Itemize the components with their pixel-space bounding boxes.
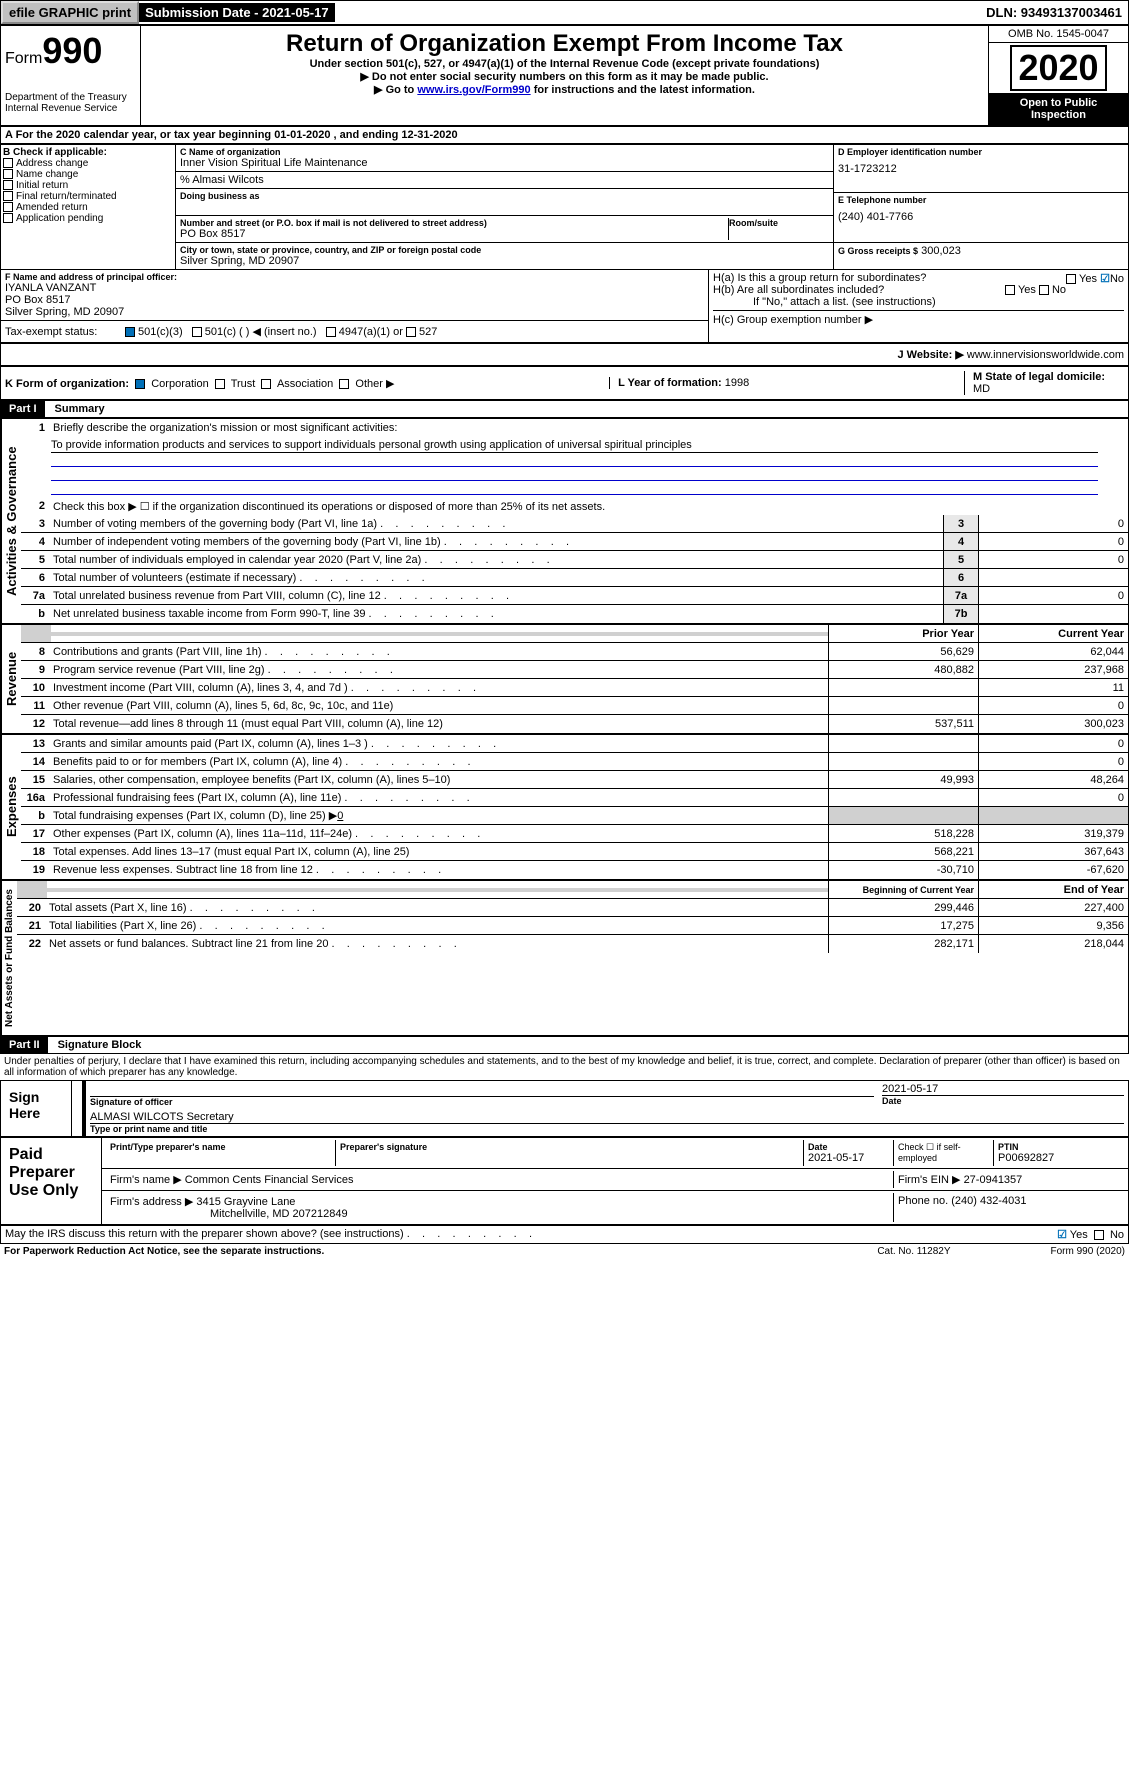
501c3-checkbox[interactable] (125, 327, 135, 337)
top-bar: efile GRAPHIC print Submission Date - 20… (0, 0, 1129, 25)
signature-declaration: Under penalties of perjury, I declare th… (0, 1054, 1129, 1080)
h-b-note: If "No," attach a list. (see instruction… (713, 296, 1124, 308)
discuss-row: May the IRS discuss this return with the… (0, 1225, 1129, 1244)
city-value: Silver Spring, MD 20907 (180, 255, 829, 267)
section-fh: F Name and address of principal officer:… (0, 270, 1129, 343)
addr-label: Number and street (or P.O. box if mail i… (180, 218, 728, 228)
gross-label: G Gross receipts $ (838, 246, 918, 256)
ein-value: 31-1723212 (838, 157, 1124, 175)
subtitle-3: ▶ Go to www.irs.gov/Form990 for instruct… (145, 83, 984, 96)
activities-governance: Activities & Governance 1Briefly describ… (0, 418, 1129, 624)
form-title: Return of Organization Exempt From Incom… (145, 30, 984, 58)
ein-label: D Employer identification number (838, 147, 1124, 157)
addr-value: PO Box 8517 (180, 228, 728, 240)
row-j-website: J Website: ▶ www.innervisionsworldwide.c… (0, 343, 1129, 366)
revenue: Revenue Prior YearCurrent Year 8Contribu… (0, 624, 1129, 734)
section-bcd: B Check if applicable: Address change Na… (0, 144, 1129, 270)
phone-value: (240) 401-7766 (838, 205, 1124, 223)
submission-date: Submission Date - 2021-05-17 (139, 3, 335, 22)
row-klm: K Form of organization: Corporation Trus… (0, 366, 1129, 400)
part2-header: Part II Signature Block (0, 1036, 1129, 1054)
dln: DLN: 93493137003461 (980, 3, 1128, 22)
officer-name: IYANLA VANZANT (5, 282, 704, 294)
officer-addr: PO Box 8517 (5, 294, 704, 306)
subtitle-2: ▶ Do not enter social security numbers o… (145, 70, 984, 83)
mission-text: To provide information products and serv… (51, 439, 1098, 453)
row-a-tax-year: A For the 2020 calendar year, or tax yea… (0, 126, 1129, 144)
org-name: Inner Vision Spiritual Life Maintenance (180, 157, 829, 169)
gross-value: 300,023 (921, 245, 961, 257)
sign-here-block: Sign Here Signature of officer 2021-05-1… (0, 1080, 1129, 1137)
city-label: City or town, state or province, country… (180, 245, 829, 255)
footer: For Paperwork Reduction Act Notice, see … (0, 1244, 1129, 1259)
h-c: H(c) Group exemption number ▶ (713, 310, 1124, 326)
efile-print-button[interactable]: efile GRAPHIC print (1, 1, 139, 24)
paid-preparer-block: Paid Preparer Use Only Print/Type prepar… (0, 1137, 1129, 1225)
omb-number: OMB No. 1545-0047 (989, 26, 1128, 43)
open-public-badge: Open to Public Inspection (989, 93, 1128, 125)
phone-label: E Telephone number (838, 195, 1124, 205)
corp-checkbox[interactable] (135, 379, 145, 389)
irs-label: Internal Revenue Service (5, 103, 136, 114)
tax-exempt-row: Tax-exempt status: 501(c)(3) 501(c) ( ) … (1, 320, 708, 342)
officer-label: F Name and address of principal officer: (5, 272, 704, 282)
h-a: H(a) Is this a group return for subordin… (713, 272, 1124, 284)
org-name-label: C Name of organization (180, 147, 829, 157)
form-number: Form990 (5, 30, 136, 72)
dept-label: Department of the Treasury (5, 92, 136, 103)
officer-city: Silver Spring, MD 20907 (5, 306, 704, 318)
part1-header: Part I Summary (0, 400, 1129, 418)
tax-year: 2020 (1010, 45, 1106, 91)
dba-label: Doing business as (180, 191, 829, 201)
form-header: Form990 Department of the Treasury Inter… (0, 25, 1129, 126)
net-assets: Net Assets or Fund Balances Beginning of… (0, 880, 1129, 1036)
col-b-checkboxes: B Check if applicable: Address change Na… (1, 145, 176, 269)
form990-link[interactable]: www.irs.gov/Form990 (417, 84, 530, 96)
website-value: www.innervisionsworldwide.com (964, 349, 1124, 361)
room-label: Room/suite (729, 218, 829, 228)
expenses: Expenses 13Grants and similar amounts pa… (0, 734, 1129, 880)
subtitle-1: Under section 501(c), 527, or 4947(a)(1)… (145, 58, 984, 70)
pct-name: % Almasi Wilcots (176, 172, 833, 189)
h-b: H(b) Are all subordinates included? Yes … (713, 284, 1124, 296)
